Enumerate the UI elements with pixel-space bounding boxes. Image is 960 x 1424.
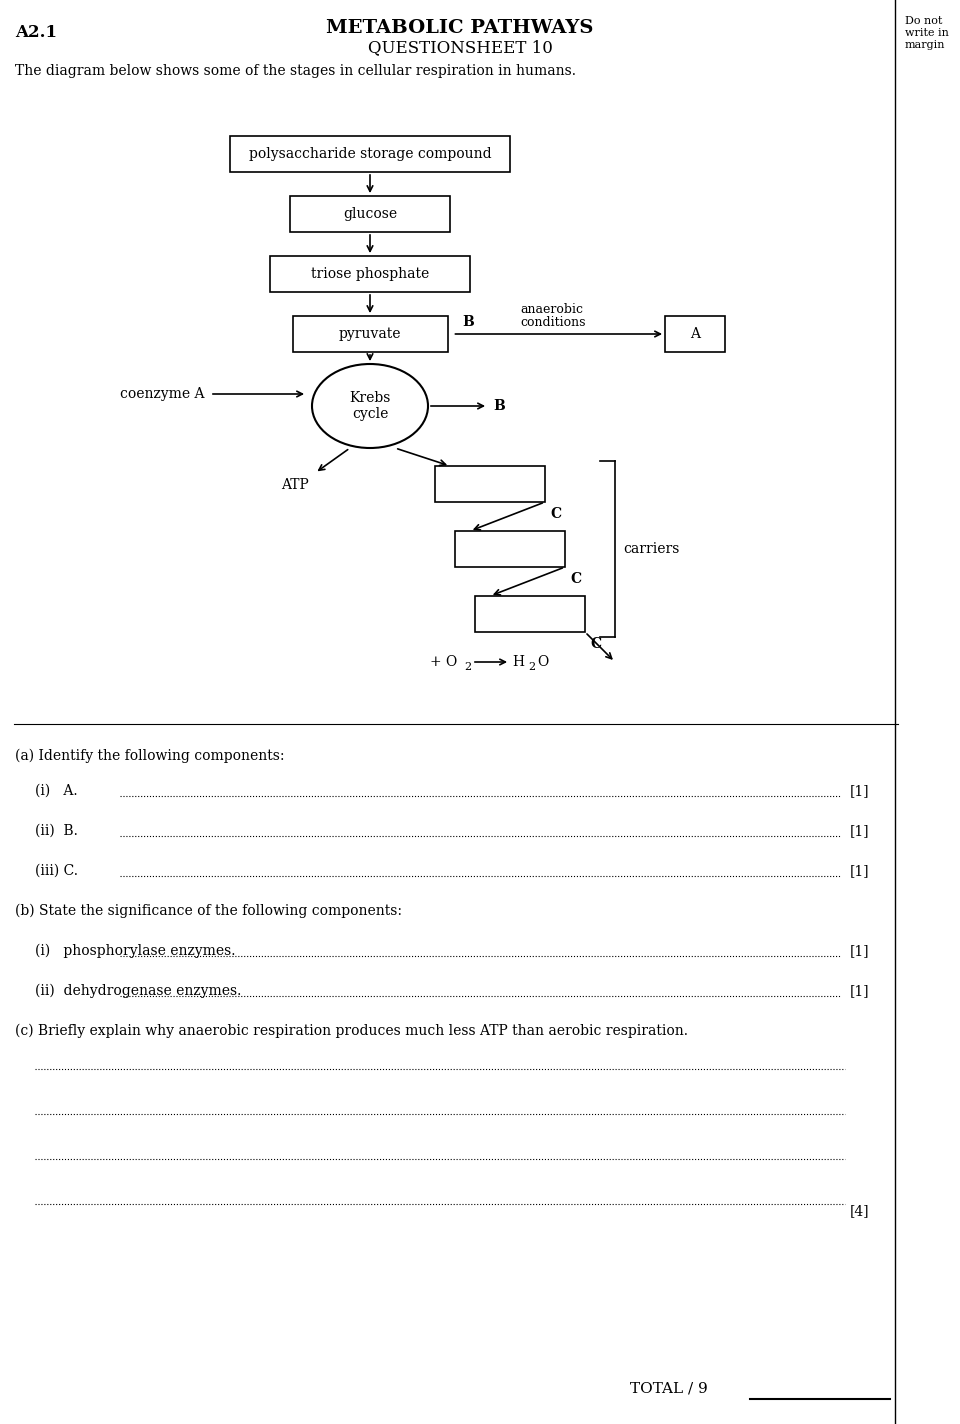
Text: pyruvate: pyruvate bbox=[339, 328, 401, 340]
Bar bbox=[475, 597, 585, 632]
Text: B: B bbox=[463, 315, 474, 329]
Text: Do not: Do not bbox=[905, 16, 943, 26]
Bar bbox=[290, 197, 450, 232]
Text: ATP: ATP bbox=[281, 478, 309, 493]
Text: The diagram below shows some of the stages in cellular respiration in humans.: The diagram below shows some of the stag… bbox=[15, 64, 576, 78]
Text: anaerobic: anaerobic bbox=[520, 303, 583, 316]
Text: B: B bbox=[493, 399, 505, 413]
Text: [1]: [1] bbox=[850, 824, 870, 837]
Text: glucose: glucose bbox=[343, 206, 397, 221]
Bar bbox=[435, 466, 545, 503]
Text: C: C bbox=[570, 572, 581, 587]
Text: H: H bbox=[512, 655, 524, 669]
Text: METABOLIC PATHWAYS: METABOLIC PATHWAYS bbox=[326, 19, 593, 37]
Text: A: A bbox=[690, 328, 700, 340]
Text: write in: write in bbox=[905, 28, 948, 38]
Text: [1]: [1] bbox=[850, 785, 870, 797]
Text: O: O bbox=[537, 655, 548, 669]
Text: Krebs
cycle: Krebs cycle bbox=[349, 392, 391, 422]
Bar bbox=[455, 531, 565, 567]
Text: C: C bbox=[550, 507, 562, 521]
Text: 2: 2 bbox=[464, 662, 471, 672]
Bar bbox=[293, 316, 447, 352]
Text: conditions: conditions bbox=[520, 316, 586, 329]
Text: [1]: [1] bbox=[850, 864, 870, 879]
Ellipse shape bbox=[312, 365, 428, 449]
Text: TOTAL / 9: TOTAL / 9 bbox=[630, 1383, 708, 1396]
Bar bbox=[230, 137, 510, 172]
Text: (ii)  B.: (ii) B. bbox=[35, 824, 78, 837]
Text: + O: + O bbox=[430, 655, 457, 669]
Text: 2: 2 bbox=[528, 662, 535, 672]
Text: polysaccharide storage compound: polysaccharide storage compound bbox=[249, 147, 492, 161]
Text: C: C bbox=[590, 637, 601, 651]
Text: (a) Identify the following components:: (a) Identify the following components: bbox=[15, 749, 284, 763]
Text: [4]: [4] bbox=[850, 1205, 870, 1218]
Text: A2.1: A2.1 bbox=[15, 24, 57, 41]
Text: coenzyme A: coenzyme A bbox=[121, 387, 205, 402]
Text: margin: margin bbox=[905, 40, 946, 50]
Text: carriers: carriers bbox=[623, 543, 680, 555]
Text: (ii)  dehydrogenase enzymes.: (ii) dehydrogenase enzymes. bbox=[35, 984, 241, 998]
Bar bbox=[665, 316, 725, 352]
Text: (i)   A.: (i) A. bbox=[35, 785, 78, 797]
Text: triose phosphate: triose phosphate bbox=[311, 268, 429, 281]
Text: (c) Briefly explain why anaerobic respiration produces much less ATP than aerobi: (c) Briefly explain why anaerobic respir… bbox=[15, 1024, 688, 1038]
Text: [1]: [1] bbox=[850, 944, 870, 958]
Text: (i)   phosphorylase enzymes.: (i) phosphorylase enzymes. bbox=[35, 944, 235, 958]
Text: (b) State the significance of the following components:: (b) State the significance of the follow… bbox=[15, 904, 402, 918]
Text: (iii) C.: (iii) C. bbox=[35, 864, 78, 879]
Text: QUESTIONSHEET 10: QUESTIONSHEET 10 bbox=[368, 38, 552, 56]
Text: [1]: [1] bbox=[850, 984, 870, 998]
Bar bbox=[270, 256, 470, 292]
